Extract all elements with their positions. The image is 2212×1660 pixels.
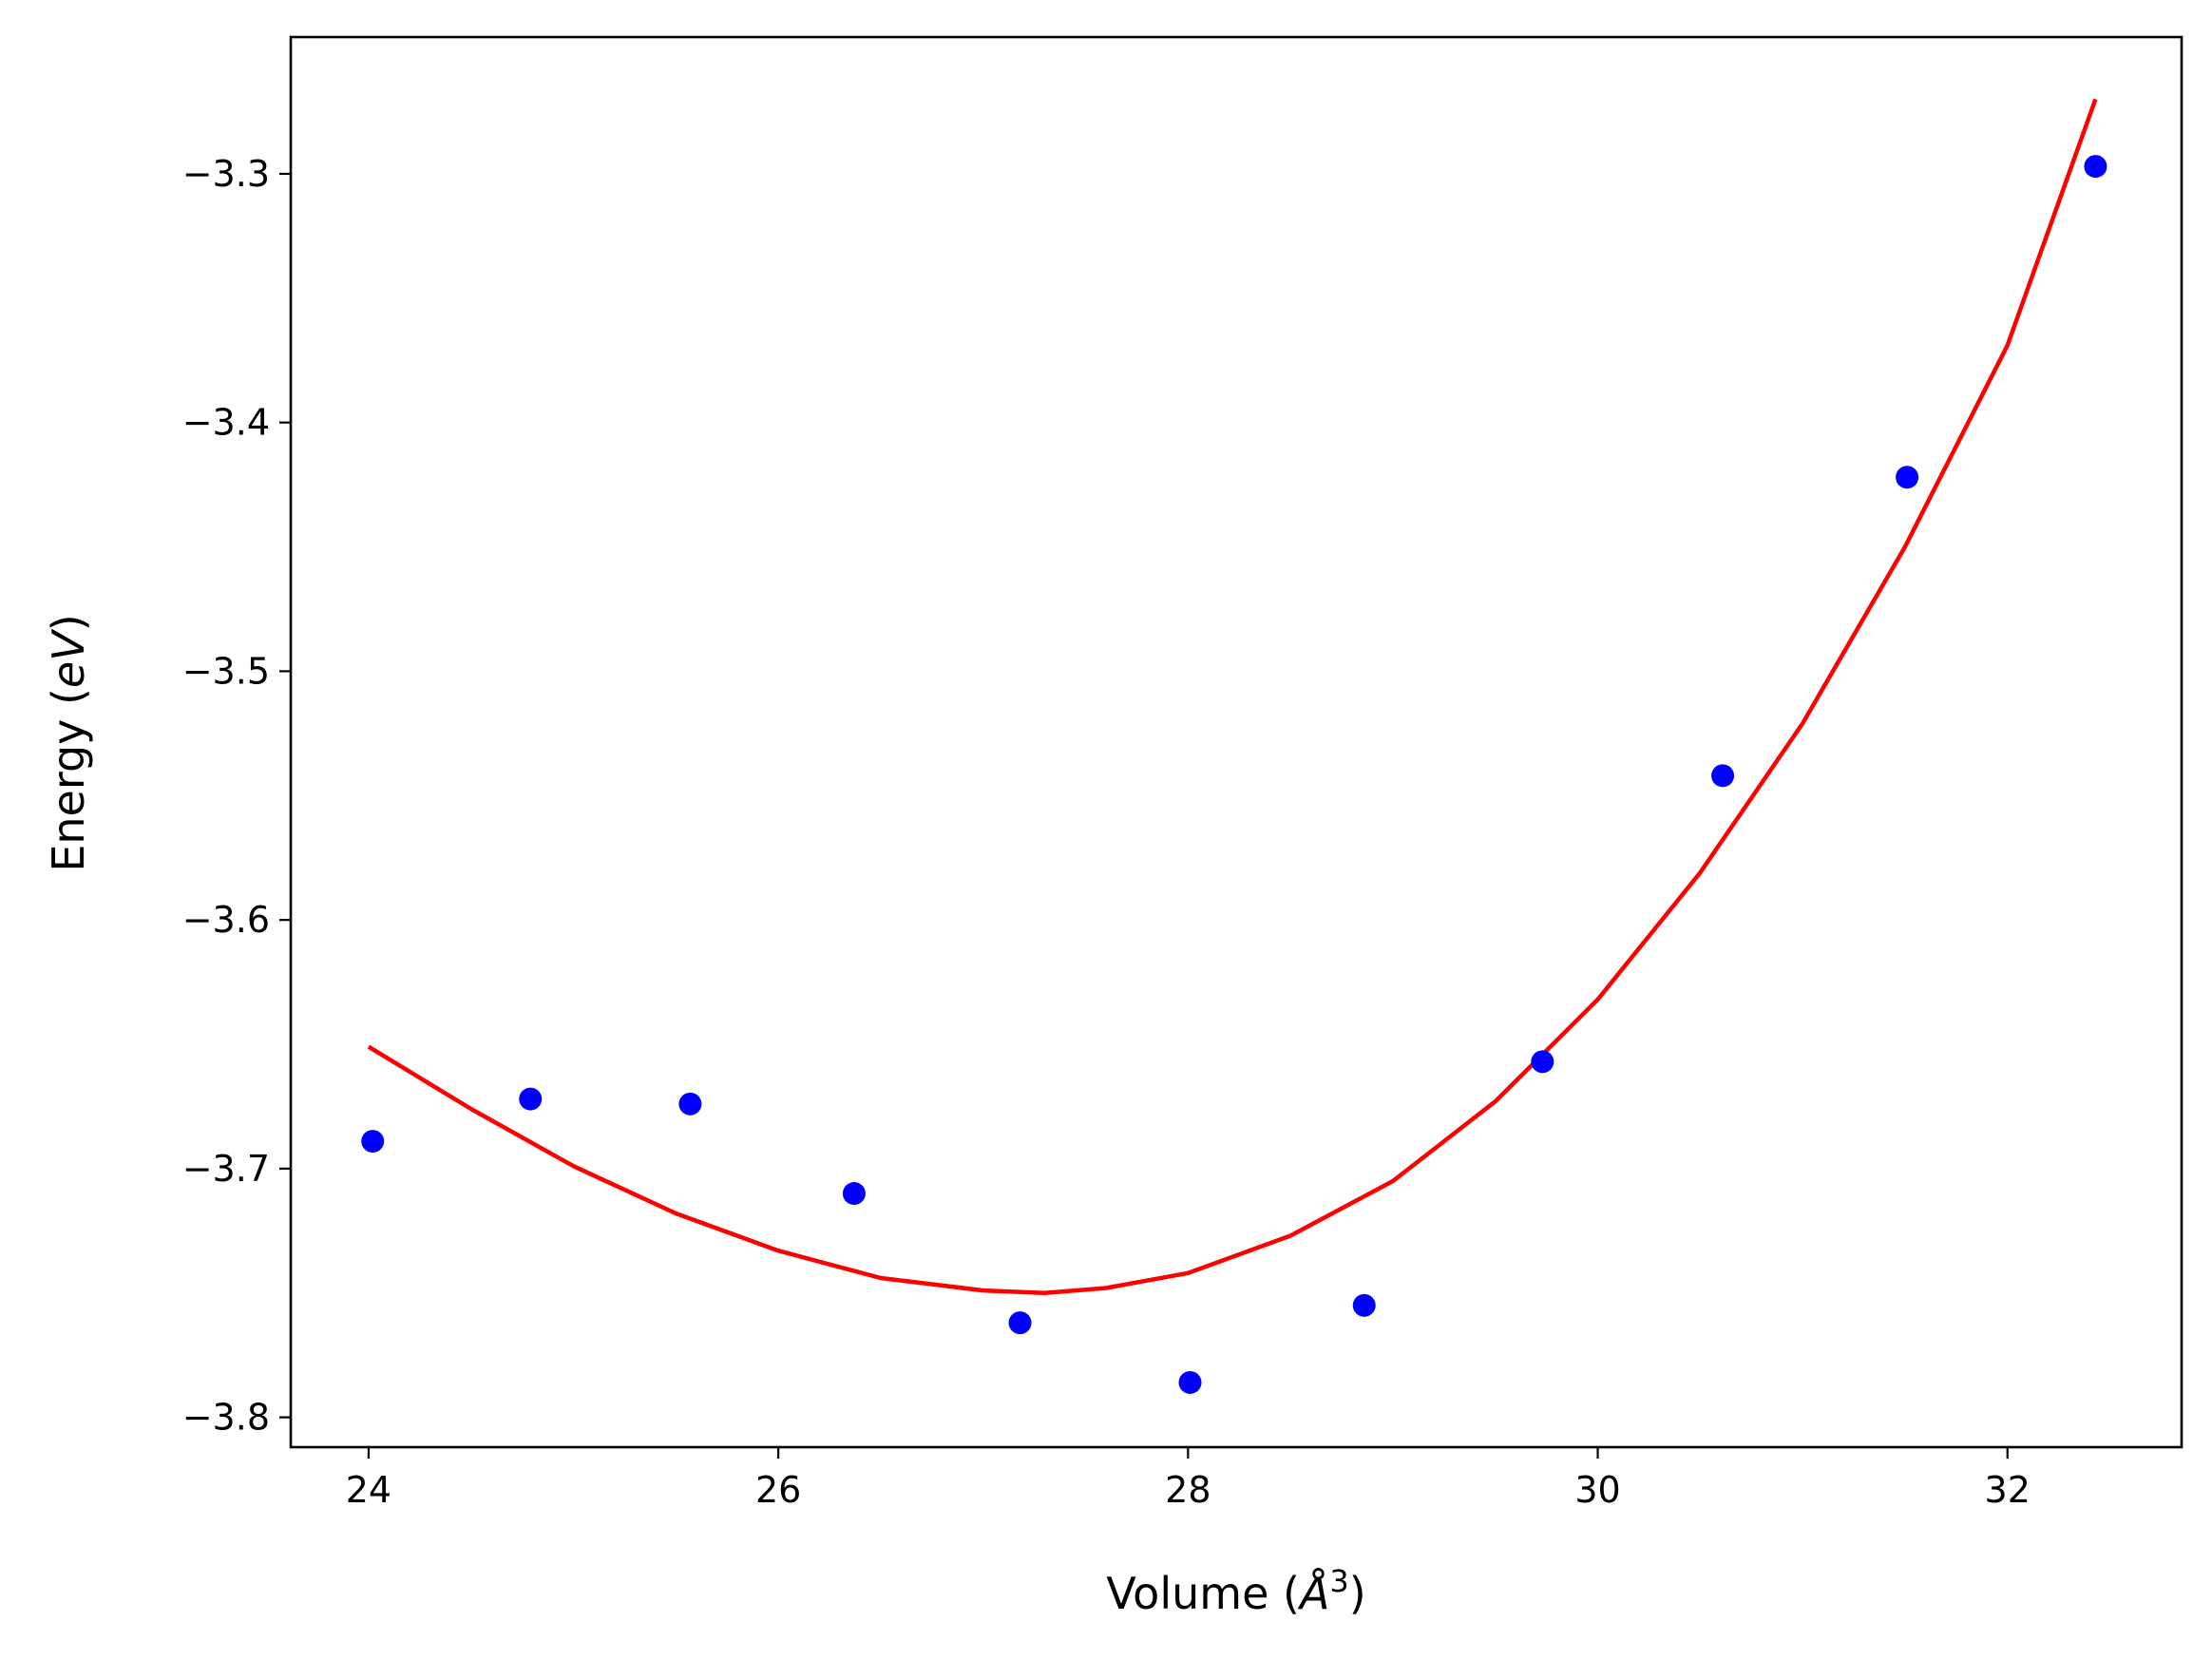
x-tick-label: 28 bbox=[1165, 1469, 1211, 1511]
y-axis-label: Energy (eV) bbox=[43, 614, 94, 871]
series-layer bbox=[361, 98, 2107, 1394]
y-axis: −3.8 −3.7 −3.6 −3.5 −3.4 −3.3 bbox=[182, 153, 291, 1439]
y-tick-label: −3.3 bbox=[182, 153, 270, 195]
x-tick-label: 24 bbox=[346, 1469, 391, 1511]
data-point bbox=[1896, 466, 1919, 489]
x-axis-label-symbol: Å bbox=[1297, 1568, 1329, 1619]
y-axis-label-prefix: Energy ( bbox=[43, 688, 94, 872]
data-point bbox=[1531, 1050, 1554, 1074]
y-tick-label: −3.8 bbox=[182, 1397, 270, 1439]
x-axis-label: Volume (Å3) bbox=[1106, 1563, 1365, 1619]
y-tick-label: −3.4 bbox=[182, 402, 270, 444]
fit-curve bbox=[367, 98, 2098, 1295]
x-axis: 24 26 28 30 32 bbox=[346, 1447, 2031, 1511]
y-tick-label: −3.6 bbox=[182, 899, 270, 941]
data-point bbox=[1178, 1370, 1202, 1394]
x-axis-label-sup: 3 bbox=[1329, 1563, 1348, 1599]
data-point bbox=[2084, 155, 2107, 179]
data-point bbox=[361, 1130, 385, 1154]
data-point bbox=[519, 1087, 543, 1111]
y-axis-label-suffix: ) bbox=[43, 614, 94, 631]
x-tick-label: 30 bbox=[1574, 1469, 1620, 1511]
y-axis-label-symbol: eV bbox=[43, 628, 94, 688]
y-tick-label: −3.7 bbox=[182, 1148, 270, 1190]
data-point bbox=[1711, 764, 1735, 788]
data-point bbox=[1008, 1311, 1032, 1335]
data-point bbox=[842, 1182, 866, 1206]
y-tick-label: −3.5 bbox=[182, 650, 270, 692]
data-point bbox=[678, 1092, 702, 1116]
x-tick-label: 32 bbox=[1985, 1469, 2031, 1511]
x-axis-label-suffix: ) bbox=[1349, 1568, 1366, 1619]
x-axis-label-prefix: Volume ( bbox=[1106, 1568, 1300, 1619]
plot-area bbox=[289, 35, 2183, 1449]
x-tick-label: 26 bbox=[755, 1469, 801, 1511]
data-point bbox=[1352, 1293, 1376, 1317]
